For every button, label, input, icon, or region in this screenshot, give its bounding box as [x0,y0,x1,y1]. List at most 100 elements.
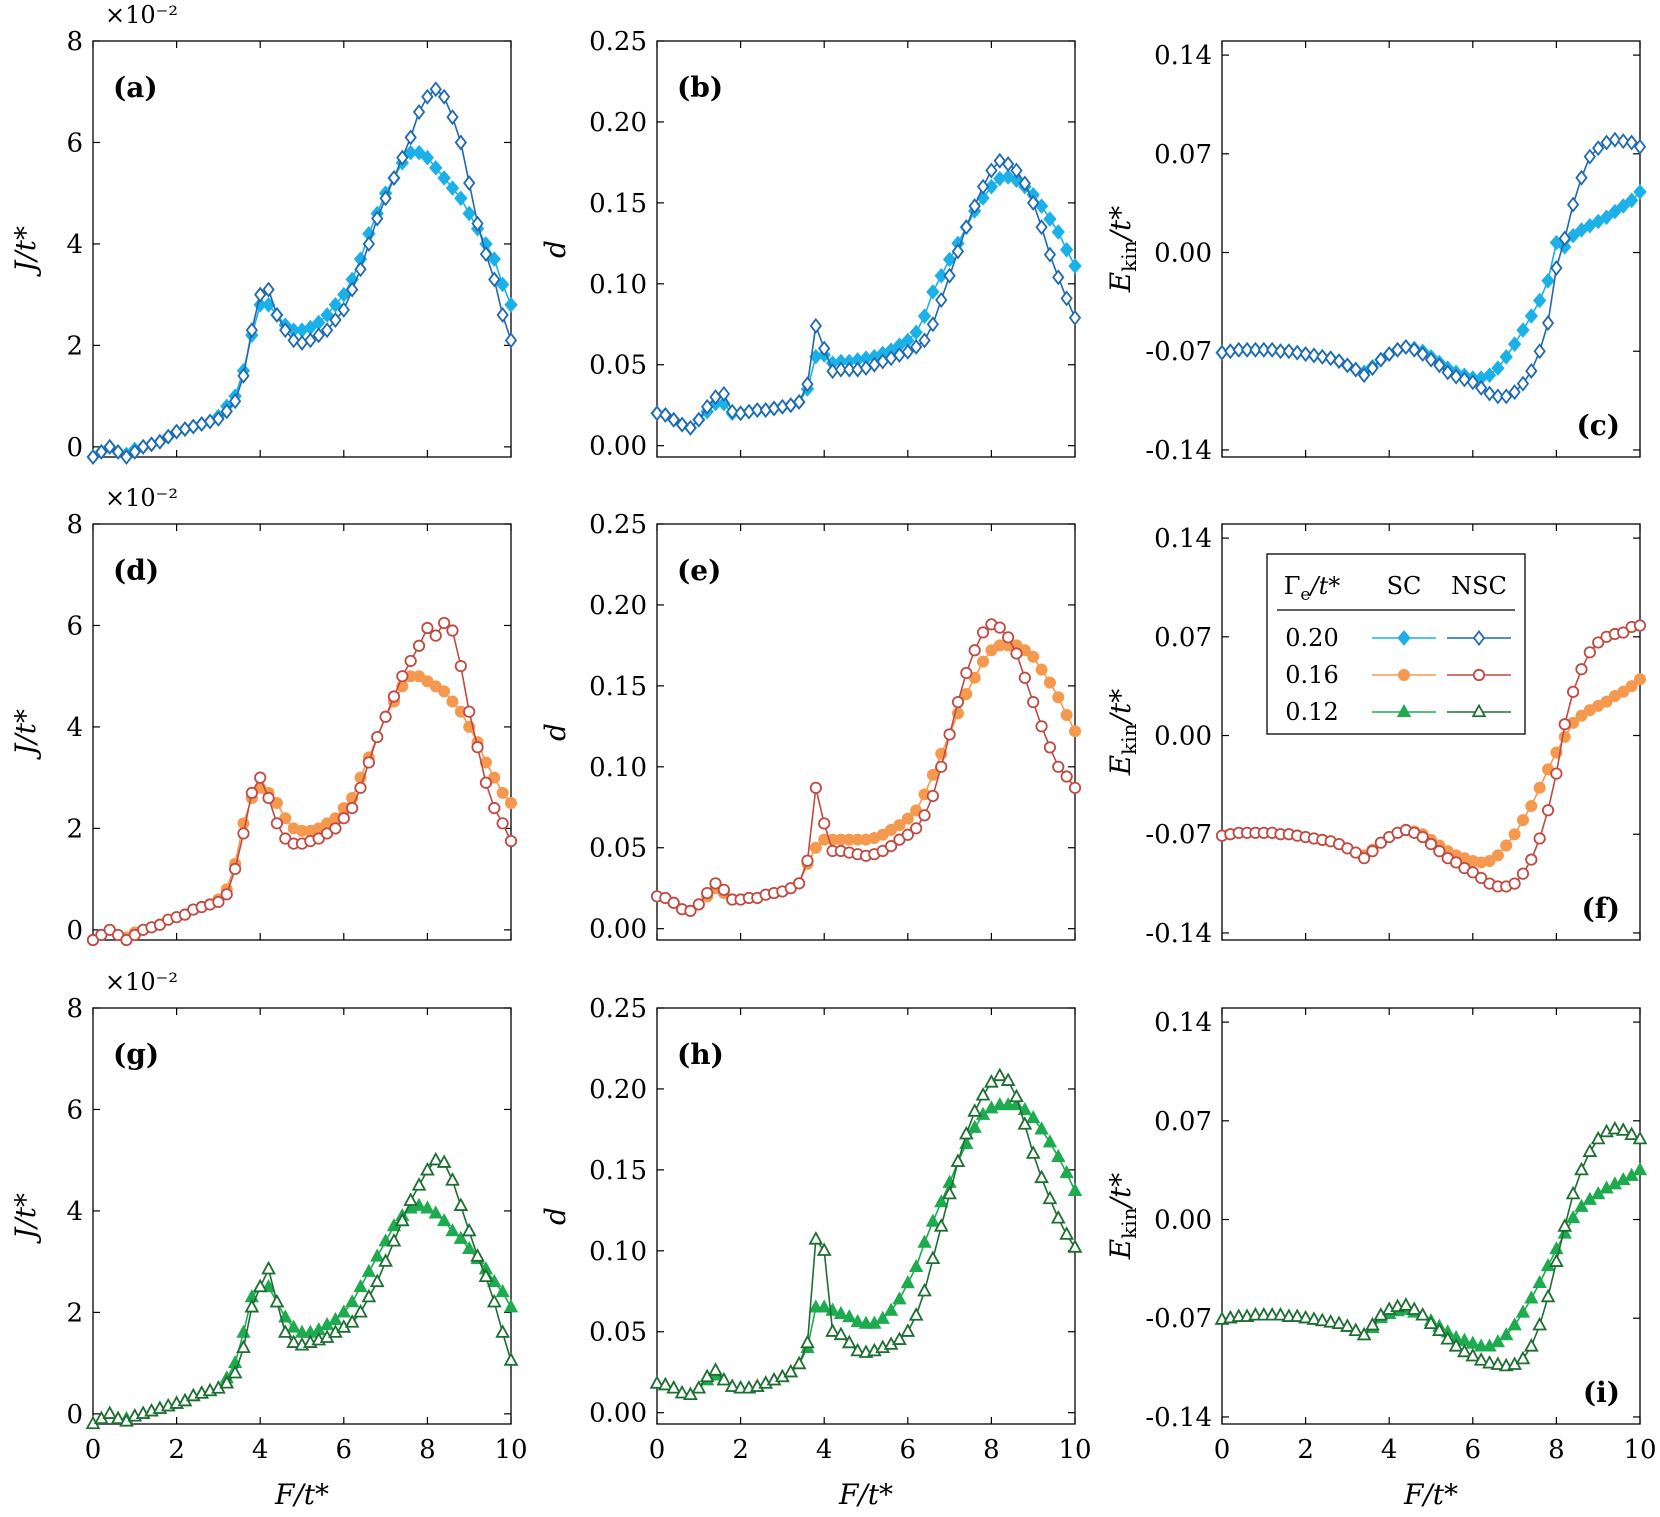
x-tick-label: 10 [1623,1435,1656,1465]
data-point [420,1161,435,1176]
data-point [1358,852,1371,865]
data-point [1433,357,1446,374]
data-point [657,1376,673,1391]
data-point [128,443,141,460]
data-point [1406,1301,1422,1315]
data-point [346,801,359,815]
data-point [1540,1288,1556,1303]
data-point [454,659,467,673]
data-point [850,1342,866,1357]
data-point [503,1352,519,1366]
panel-label: (i) [1583,1376,1620,1409]
series-nsc [1215,619,1647,893]
y-tick-label: 0.00 [1154,1206,1212,1236]
data-point [153,433,167,450]
y-tick-label: 0.15 [589,189,647,219]
data-point [1340,1318,1355,1332]
data-point [110,1410,126,1425]
data-point [901,812,914,825]
data-point [1257,341,1270,358]
y-tick-label: 0 [66,433,83,463]
data-point [1416,346,1429,363]
data-point [968,198,981,215]
data-point [1625,134,1638,151]
panel-label: (g) [113,1038,159,1071]
data-point [337,286,351,303]
data-point [1060,770,1073,783]
data-point [1466,374,1479,391]
data-point [237,367,250,384]
data-point [908,1307,924,1321]
panel-label: (h) [677,1038,724,1071]
data-point [270,306,284,323]
series-sc [651,639,1081,917]
data-point [666,1380,682,1394]
legend-box [1266,553,1526,735]
legend-header-nsc: NSC [1451,572,1507,600]
data-point [942,1185,957,1200]
data-point [463,705,476,718]
data-point [421,621,434,635]
data-point [237,817,250,830]
data-point [1525,363,1538,379]
data-point [429,629,442,642]
data-point [1026,1110,1041,1124]
data-point [1508,384,1521,401]
y-tick-label: -0.14 [1145,1403,1212,1433]
data-point [212,895,225,909]
data-point [1374,836,1387,849]
data-point [960,219,973,236]
data-point [354,261,367,278]
panel-i: 0 2 4 6 8 10 -0.14 -0.07 0.00 0.07 0.14 Ekin/t* F/t*… [1104,1007,1657,1511]
data-point [337,812,350,825]
data-point [386,1232,402,1247]
y-axis-label: J/t* [9,226,42,277]
series-nsc [86,616,518,947]
series-line [92,1159,512,1425]
data-point [462,1240,477,1255]
data-point [1366,360,1379,377]
y-tick-label: 0.14 [1154,524,1212,554]
data-point [453,1197,469,1211]
x-tick-label: 6 [1465,1435,1482,1465]
data-point [495,1324,511,1338]
data-point [1617,626,1630,639]
data-point [1002,631,1015,644]
data-point [917,308,932,324]
data-point [229,862,242,876]
data-point [1533,292,1547,309]
data-point [428,1205,443,1219]
series-line [92,1205,512,1425]
data-point [1633,138,1647,155]
legend-marker-nsc [1472,630,1486,646]
data-point [369,1273,385,1288]
data-point [1027,695,1040,709]
data-point [1365,1316,1380,1331]
data-point [1052,691,1065,704]
x-tick-label: 6 [336,1435,353,1465]
data-point [436,1154,452,1168]
data-point [1298,1309,1313,1324]
data-point [1043,676,1056,689]
data-point [1558,230,1571,247]
data-point [412,144,426,161]
data-point [1374,351,1387,368]
data-point [420,1200,435,1214]
y-tick-label: 0.05 [589,834,647,864]
data-point [379,710,392,723]
data-point [1616,198,1630,214]
data-point [1027,650,1040,663]
data-point [1575,663,1588,676]
y-tick-label: 0.00 [589,432,647,462]
data-point [1060,290,1073,307]
series-nsc [1215,131,1647,405]
data-point [818,817,831,830]
data-point [471,215,484,232]
data-point [279,322,292,339]
data-point [1500,388,1513,405]
data-point [1050,1210,1066,1224]
data-point [1441,364,1454,381]
data-point [709,877,722,890]
data-point [1067,1239,1083,1253]
data-point [1515,1350,1531,1365]
